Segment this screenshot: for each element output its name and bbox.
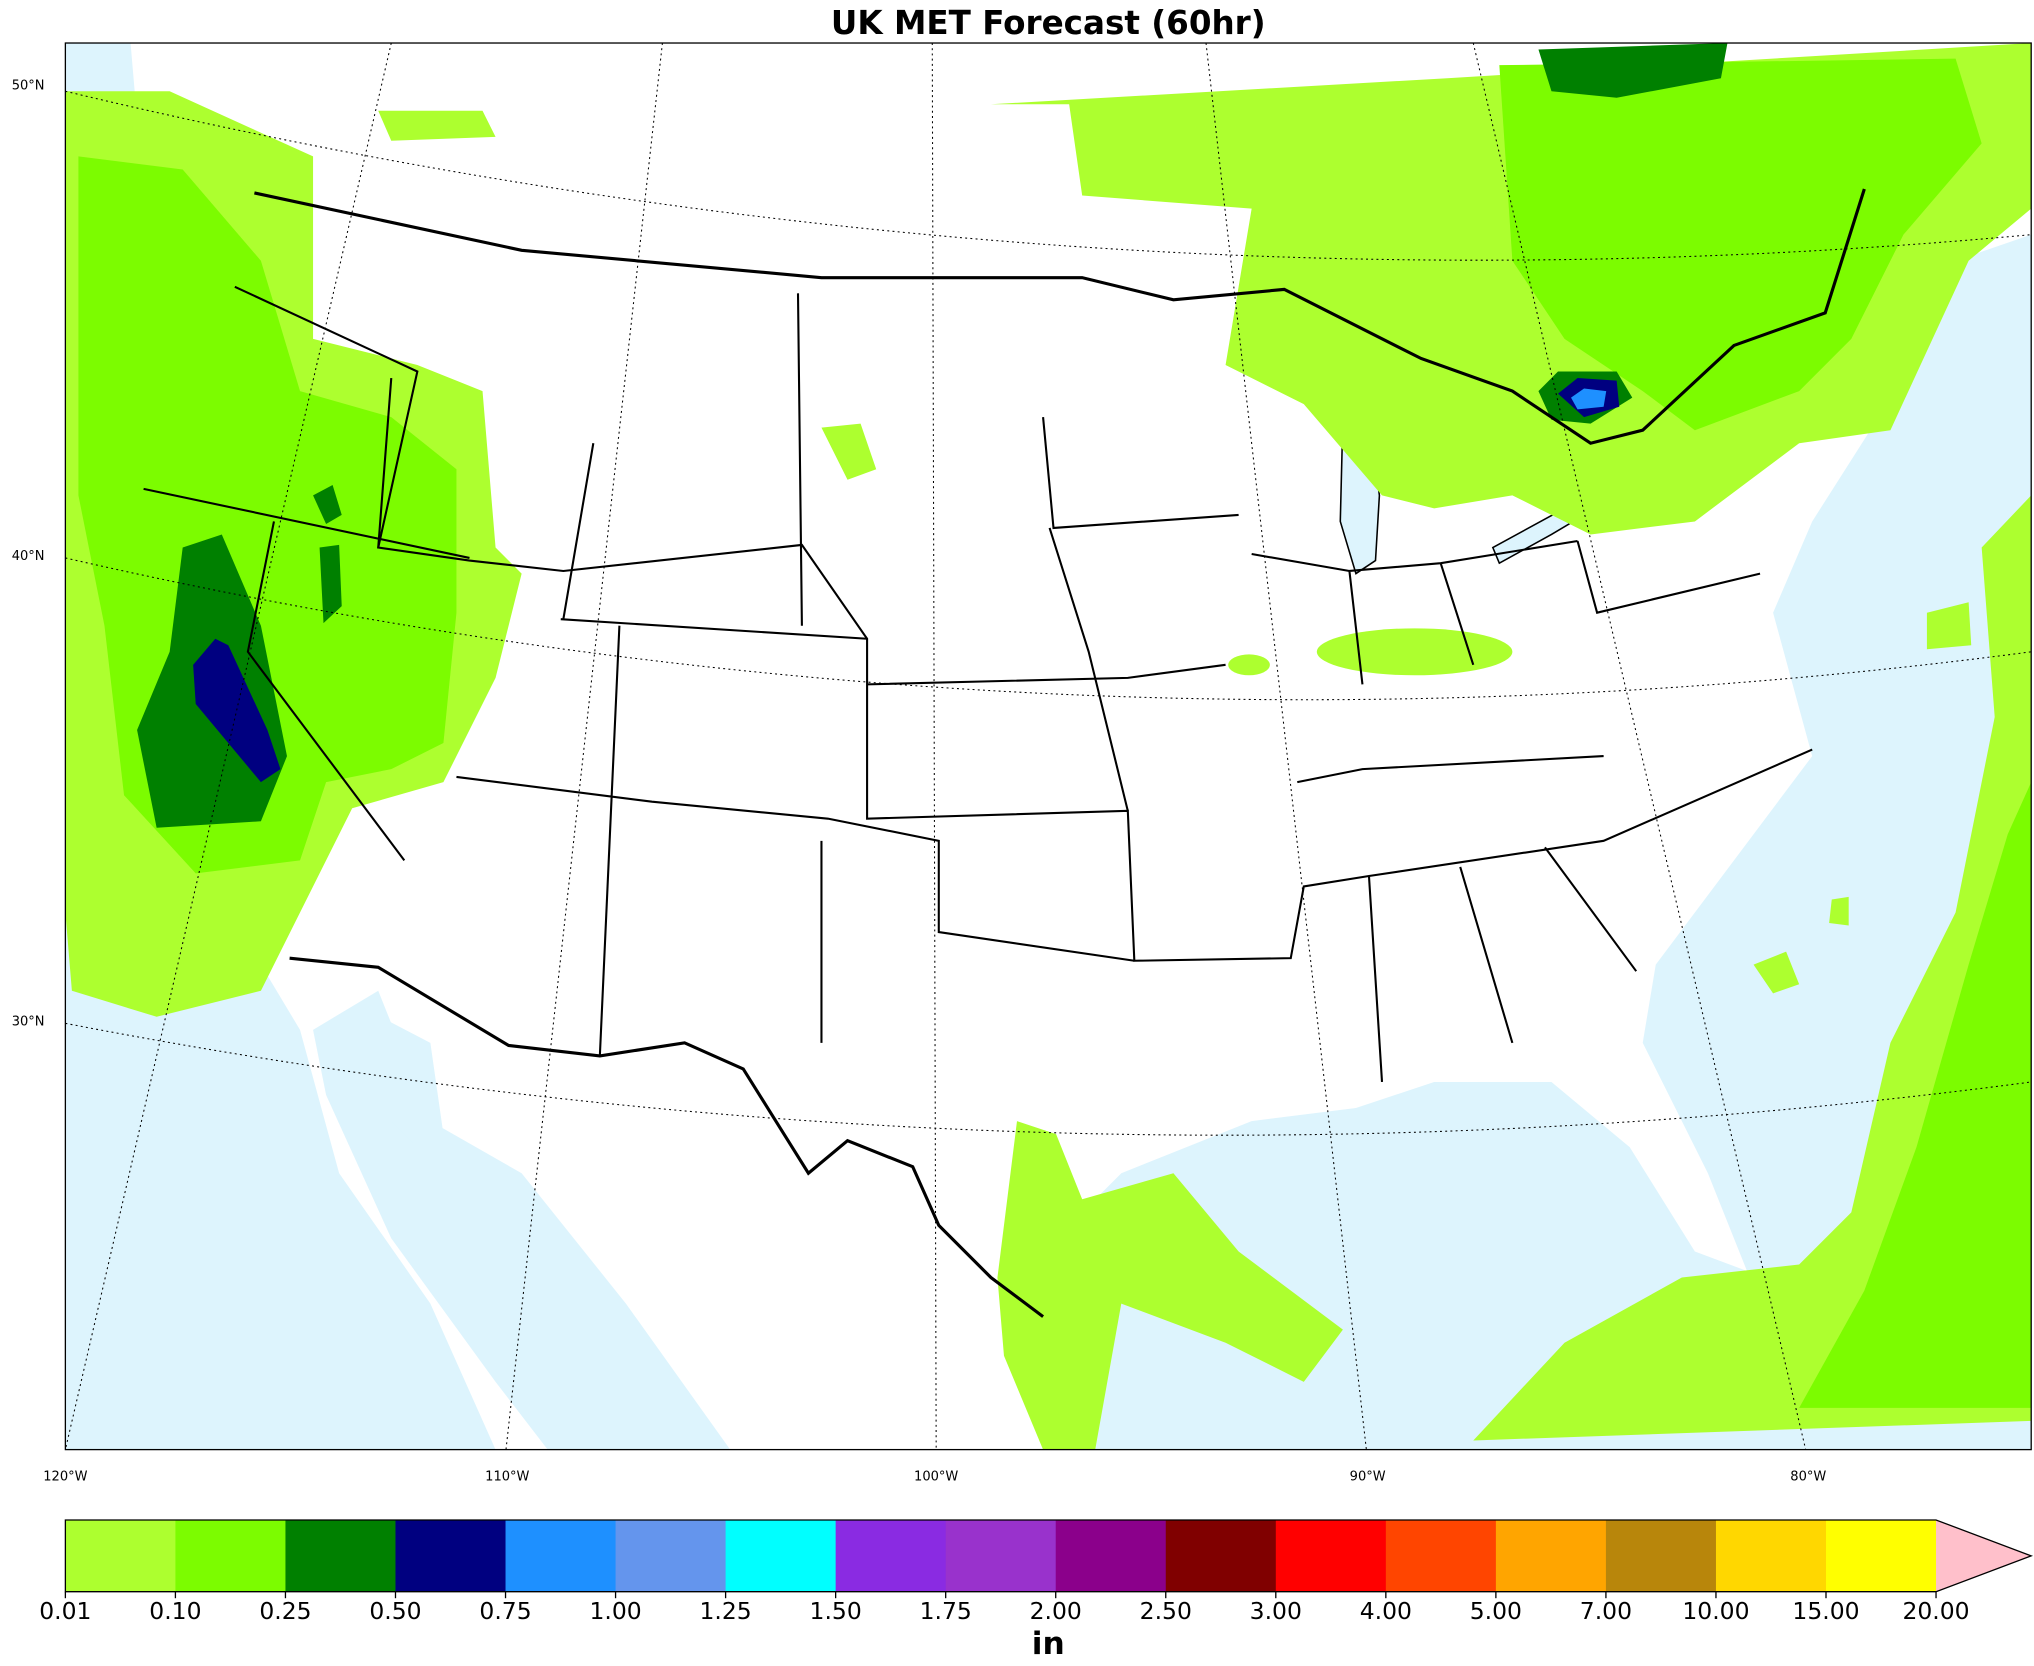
colorbar-box	[1715, 1519, 1827, 1592]
colorbar-box	[505, 1519, 617, 1592]
colorbar-outline	[64, 1519, 2034, 1593]
map	[65, 43, 2032, 1450]
boundaries	[143, 188, 1866, 1318]
colorbar-tick-label: 5.00	[1470, 1597, 1522, 1625]
precip-west-heavy	[137, 484, 342, 828]
colorbar-tick-label: 4.00	[1360, 1597, 1412, 1625]
colorbar-tick-label: 20.00	[1902, 1597, 1969, 1625]
title: UK MET Forecast (60hr)	[831, 4, 1266, 42]
colorbar-tick-label: 0.50	[369, 1597, 421, 1625]
colorbar-box	[835, 1519, 947, 1592]
precip-canada-mid	[1499, 58, 1982, 431]
lat-label: 30°N	[12, 1015, 45, 1030]
precip-midwest	[1316, 628, 1513, 676]
lon-labels: 120°W 110°W 100°W 90°W 80°W	[43, 1469, 1826, 1484]
gulf-of-california	[367, 1010, 450, 1180]
colorbar-box	[175, 1519, 287, 1592]
precip-atlantic	[1473, 495, 2032, 1441]
precip-atlantic-mid	[1799, 782, 2032, 1408]
colorbar-tick-label: 0.75	[479, 1597, 531, 1625]
precip-midwest-small	[1228, 654, 1270, 676]
colorbar-box	[1165, 1519, 1277, 1592]
colorbar-box	[1055, 1519, 1167, 1592]
colorbar-tick-label: 0.01	[39, 1597, 91, 1625]
colorbar-tick-label: 7.00	[1580, 1597, 1632, 1625]
lon-label: 90°W	[1350, 1469, 1386, 1484]
colorbar-box	[1275, 1519, 1387, 1592]
colorbar-box	[1495, 1519, 1607, 1592]
colorbar-tick-label: 0.25	[259, 1597, 311, 1625]
colorbar-box	[725, 1519, 837, 1592]
precip-west-max	[193, 638, 281, 783]
colorbar-tick-label: 15.00	[1792, 1597, 1859, 1625]
colorbar-tick-label: 1.25	[699, 1597, 751, 1625]
lon-label: 110°W	[485, 1469, 529, 1484]
lon-label: 120°W	[43, 1469, 87, 1484]
colorbar-tick-label: 2.00	[1030, 1597, 1082, 1625]
colorbar-box	[395, 1519, 507, 1592]
colorbar-tick-label: 1.75	[920, 1597, 972, 1625]
colorbar-box	[65, 1519, 177, 1592]
colorbar-box	[285, 1519, 397, 1592]
graticule	[65, 43, 2032, 1450]
colorbar-tick-label: 0.10	[149, 1597, 201, 1625]
colorbar-box	[615, 1519, 727, 1592]
precip-gulf	[997, 1121, 1343, 1450]
colorbar-tick-label: 1.50	[810, 1597, 862, 1625]
precip-canada-peak	[1571, 388, 1607, 410]
colorbar-box	[1825, 1519, 1937, 1592]
lat-label: 40°N	[12, 549, 45, 564]
lat-labels: 50°N 40°N 30°N	[12, 79, 45, 1030]
lon-label: 100°W	[914, 1469, 958, 1484]
colorbar-tick-label: 1.00	[589, 1597, 641, 1625]
colorbar-unit: in	[1032, 1626, 1065, 1662]
precip-canada-heavy	[1538, 43, 1728, 424]
colorbar: 0.01 0.10 0.25 0.50 0.75 1.00 1.25 1.50 1.75 2.00…	[39, 1519, 2034, 1625]
colorbar-box	[1385, 1519, 1497, 1592]
colorbar-tick-label: 3.00	[1250, 1597, 1302, 1625]
lat-label: 50°N	[12, 79, 45, 94]
colorbar-tick-label: 10.00	[1682, 1597, 1749, 1625]
colorbar-box	[1605, 1519, 1717, 1592]
colorbar-tick-label: 2.50	[1140, 1597, 1192, 1625]
lon-label: 80°W	[1790, 1469, 1826, 1484]
map-frame	[64, 42, 2032, 1451]
colorbar-box	[945, 1519, 1057, 1592]
colorbar-extend	[1936, 1519, 2032, 1592]
